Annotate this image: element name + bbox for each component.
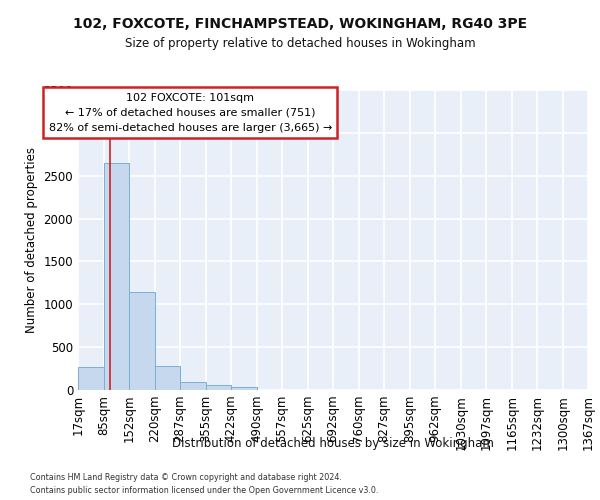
Bar [155, 366, 180, 390]
Text: 102, FOXCOTE, FINCHAMPSTEAD, WOKINGHAM, RG40 3PE: 102, FOXCOTE, FINCHAMPSTEAD, WOKINGHAM, … [73, 18, 527, 32]
Text: 102 FOXCOTE: 101sqm
← 17% of detached houses are smaller (751)
82% of semi-detac: 102 FOXCOTE: 101sqm ← 17% of detached ho… [49, 93, 332, 132]
Bar [104, 163, 129, 390]
Bar [231, 387, 257, 390]
Bar [129, 292, 155, 390]
Bar [180, 382, 206, 390]
Bar [206, 386, 231, 390]
Text: Contains public sector information licensed under the Open Government Licence v3: Contains public sector information licen… [30, 486, 379, 495]
Text: Size of property relative to detached houses in Wokingham: Size of property relative to detached ho… [125, 38, 475, 51]
Bar [78, 367, 104, 390]
Text: Contains HM Land Registry data © Crown copyright and database right 2024.: Contains HM Land Registry data © Crown c… [30, 472, 342, 482]
Text: Distribution of detached houses by size in Wokingham: Distribution of detached houses by size … [172, 438, 494, 450]
Y-axis label: Number of detached properties: Number of detached properties [25, 147, 38, 333]
